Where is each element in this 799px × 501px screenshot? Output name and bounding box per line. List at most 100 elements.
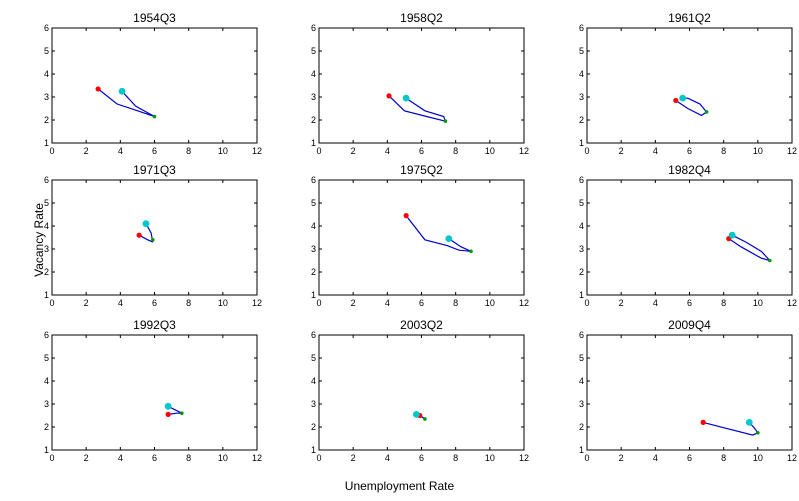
y-tick-label: 3 [579,92,584,102]
x-tick-label: 4 [118,298,123,308]
y-tick-label: 3 [44,244,49,254]
series-line [728,238,770,262]
x-tick-label: 2 [351,146,356,156]
x-tick-label: 4 [118,146,123,156]
x-tick-label: 12 [252,298,262,308]
x-tick-label: 6 [419,146,424,156]
x-tick-label: 2 [619,146,624,156]
peak-point [412,410,420,418]
y-tick-label: 1 [579,138,584,148]
end-point [756,430,760,435]
start-point [403,213,409,219]
end-point [152,114,157,119]
y-tick-label: 6 [579,330,584,340]
y-tick-label: 4 [579,221,584,231]
peak-point [445,235,453,243]
x-tick-label: 6 [419,453,424,463]
x-tick-label: 0 [584,298,589,308]
y-tick-label: 5 [44,46,49,56]
start-point [95,86,101,92]
x-tick-label: 10 [218,298,228,308]
plot-frame [318,334,525,451]
y-tick-label: 4 [311,221,316,231]
x-tick-label: 0 [584,453,589,463]
peak-point [402,94,410,102]
x-tick-label: 8 [186,146,191,156]
y-tick-label: 4 [579,69,584,79]
series-line [448,238,472,252]
x-tick-label: 6 [687,453,692,463]
x-axis-title: Unemployment Rate [344,479,455,493]
x-tick-label: 10 [218,453,228,463]
x-tick-label: 12 [252,453,262,463]
panel-title: 1975Q2 [400,163,443,177]
y-tick-label: 6 [579,175,584,185]
peak-point [118,87,126,95]
y-tick-label: 2 [311,115,316,125]
panel-title: 2009Q4 [668,318,711,332]
y-tick-label: 1 [44,138,49,148]
x-tick-label: 6 [152,146,157,156]
x-tick-label: 8 [453,146,458,156]
plot-frame [586,334,793,451]
y-tick-label: 5 [311,353,316,363]
x-tick-label: 6 [152,453,157,463]
x-tick-label: 8 [453,298,458,308]
x-tick-label: 2 [619,298,624,308]
y-tick-label: 5 [311,46,316,56]
x-tick-label: 2 [84,146,89,156]
x-tick-label: 0 [584,146,589,156]
x-tick-label: 2 [351,298,356,308]
y-tick-label: 3 [579,399,584,409]
panel-title: 1982Q4 [668,163,711,177]
panel-title: 1954Q3 [133,11,176,25]
start-point [700,419,706,425]
x-tick-label: 4 [653,298,658,308]
y-tick-label: 1 [579,445,584,455]
x-tick-label: 12 [252,146,262,156]
series-line [731,234,771,261]
start-point [673,97,679,104]
panel-title: 1958Q2 [400,11,443,25]
series-line [97,88,155,118]
y-tick-label: 5 [311,198,316,208]
start-point [386,93,392,99]
plot-frame [586,179,793,296]
y-tick-label: 1 [44,290,49,300]
x-tick-label: 0 [316,453,321,463]
y-tick-label: 5 [579,46,584,56]
x-tick-label: 8 [186,298,191,308]
series-line [703,421,759,436]
plot-frame [51,27,258,144]
end-point [423,417,427,421]
start-point [165,411,171,417]
x-tick-label: 0 [49,298,54,308]
y-tick-label: 3 [311,92,316,102]
x-tick-label: 6 [687,146,692,156]
x-tick-label: 2 [84,453,89,463]
x-tick-label: 8 [721,453,726,463]
x-tick-label: 12 [519,146,529,156]
x-tick-label: 10 [485,146,495,156]
end-point [150,238,155,242]
peak-point [164,402,172,410]
x-tick-label: 4 [653,453,658,463]
y-axis-title: Vacancy Rate [32,203,46,277]
y-tick-label: 2 [311,422,316,432]
end-point [704,110,709,114]
x-tick-label: 10 [753,298,763,308]
x-tick-label: 0 [316,298,321,308]
x-tick-label: 4 [118,453,123,463]
x-tick-label: 0 [316,146,321,156]
y-tick-label: 4 [311,376,316,386]
plot-frame [318,179,525,296]
panel-title: 1992Q3 [133,318,176,332]
x-tick-label: 8 [186,453,191,463]
peak-point [142,220,150,228]
panel-title: 2003Q2 [400,318,443,332]
